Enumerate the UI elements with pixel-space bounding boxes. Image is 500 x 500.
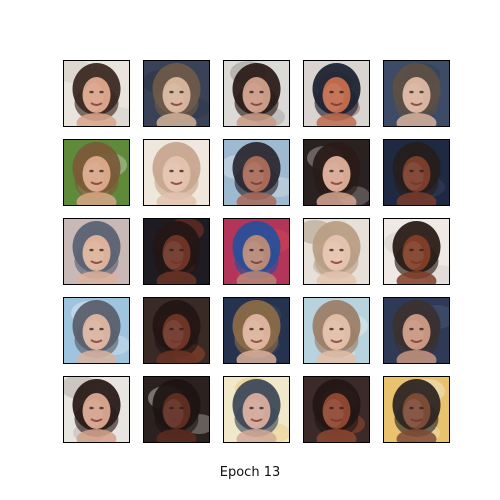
face-portrait	[384, 219, 449, 284]
generated-face-image	[383, 139, 450, 206]
generated-face-image	[383, 376, 450, 443]
face-portrait	[64, 377, 129, 442]
face-portrait	[144, 298, 209, 363]
face-portrait	[224, 140, 289, 205]
face-portrait	[144, 140, 209, 205]
face-portrait	[64, 219, 129, 284]
face-portrait	[304, 298, 369, 363]
generated-face-image	[143, 60, 210, 127]
face-portrait	[224, 219, 289, 284]
generated-face-image	[63, 376, 130, 443]
sample-grid	[63, 60, 451, 446]
generated-face-image	[383, 297, 450, 364]
face-portrait	[64, 298, 129, 363]
generated-face-image	[303, 218, 370, 285]
face-portrait	[384, 377, 449, 442]
face-portrait	[64, 61, 129, 126]
generated-face-image	[143, 376, 210, 443]
generated-face-image	[303, 376, 370, 443]
face-portrait	[224, 377, 289, 442]
face-portrait	[304, 61, 369, 126]
generated-face-image	[303, 60, 370, 127]
face-portrait	[384, 140, 449, 205]
generated-face-image	[143, 218, 210, 285]
face-portrait	[144, 61, 209, 126]
generated-face-image	[143, 297, 210, 364]
generated-face-image	[63, 139, 130, 206]
generated-face-image	[63, 218, 130, 285]
generated-face-image	[63, 60, 130, 127]
epoch-caption: Epoch 13	[219, 465, 281, 480]
face-portrait	[64, 140, 129, 205]
generated-face-image	[223, 60, 290, 127]
generated-face-image	[383, 218, 450, 285]
generated-face-image	[63, 297, 130, 364]
generated-face-image	[223, 376, 290, 443]
face-portrait	[384, 61, 449, 126]
face-portrait	[224, 61, 289, 126]
face-portrait	[224, 298, 289, 363]
face-portrait	[144, 219, 209, 284]
generated-face-image	[143, 139, 210, 206]
face-portrait	[144, 377, 209, 442]
face-portrait	[304, 219, 369, 284]
generated-face-image	[303, 297, 370, 364]
face-portrait	[384, 298, 449, 363]
generated-face-image	[303, 139, 370, 206]
generated-face-image	[223, 218, 290, 285]
face-portrait	[304, 140, 369, 205]
face-portrait	[304, 377, 369, 442]
generated-face-image	[223, 139, 290, 206]
generated-face-image	[383, 60, 450, 127]
generated-face-image	[223, 297, 290, 364]
